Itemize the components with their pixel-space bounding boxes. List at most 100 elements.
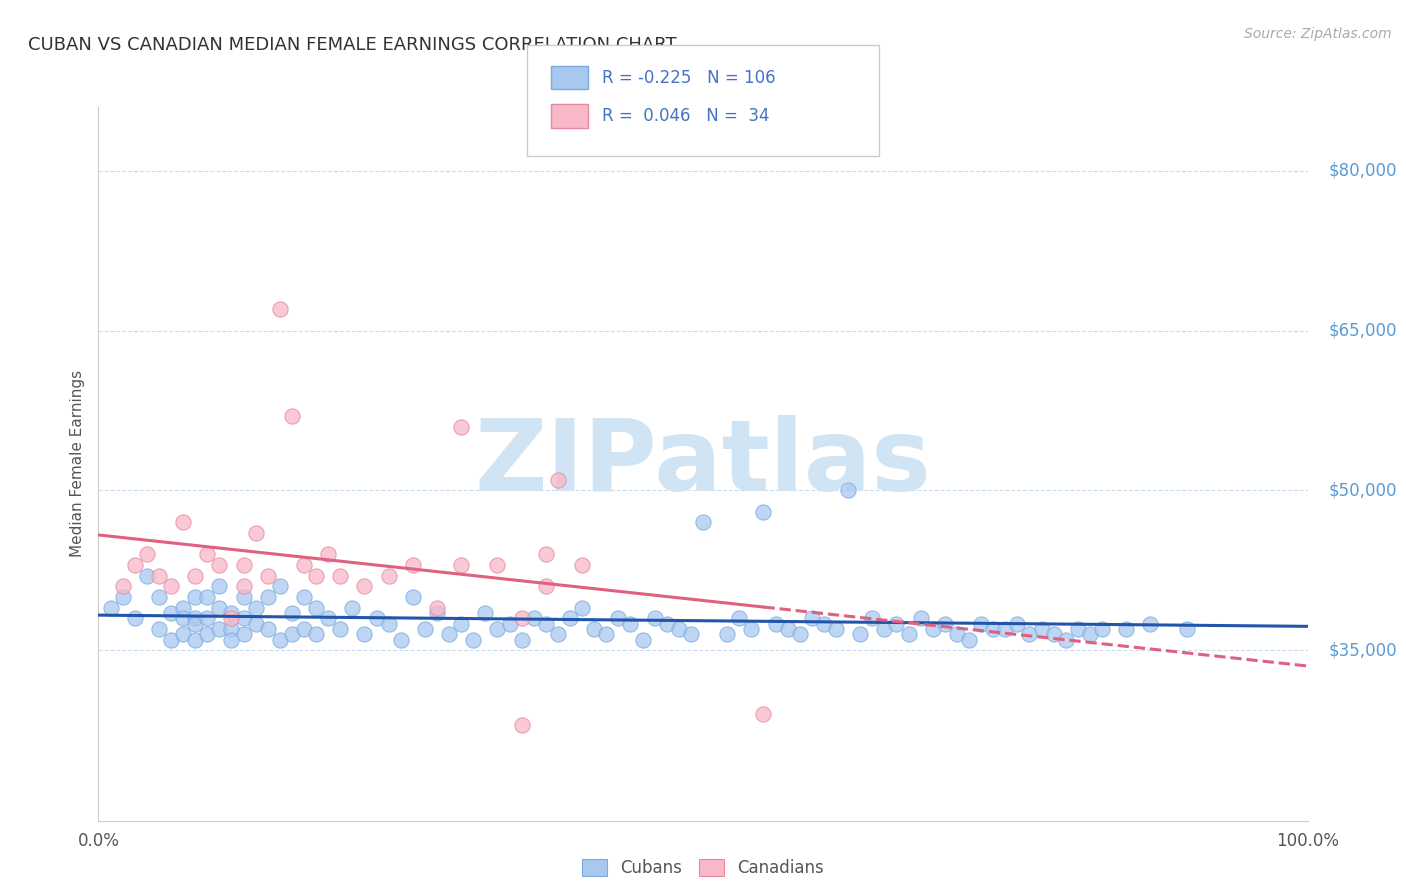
Point bbox=[510, 611, 533, 625]
Point bbox=[595, 627, 617, 641]
Point bbox=[208, 558, 231, 572]
Point bbox=[1078, 627, 1101, 641]
Point bbox=[981, 622, 1004, 636]
Point bbox=[221, 611, 243, 625]
Point bbox=[281, 606, 304, 620]
Point bbox=[281, 627, 304, 641]
Point bbox=[547, 627, 569, 641]
Point bbox=[389, 632, 412, 647]
Point bbox=[184, 590, 207, 604]
Point bbox=[619, 616, 641, 631]
Point bbox=[135, 568, 157, 582]
Point bbox=[644, 611, 666, 625]
Point bbox=[195, 627, 218, 641]
Point bbox=[353, 627, 375, 641]
Point bbox=[921, 622, 943, 636]
Point bbox=[1139, 616, 1161, 631]
Point bbox=[208, 600, 231, 615]
Point bbox=[329, 568, 352, 582]
Point bbox=[1018, 627, 1040, 641]
Point bbox=[292, 622, 315, 636]
Point bbox=[124, 611, 146, 625]
Point bbox=[946, 627, 969, 641]
Point bbox=[195, 590, 218, 604]
Point bbox=[281, 409, 304, 423]
Point bbox=[1007, 616, 1029, 631]
Point bbox=[160, 579, 183, 593]
Point bbox=[437, 627, 460, 641]
Point bbox=[692, 516, 714, 530]
Point bbox=[607, 611, 630, 625]
Point bbox=[994, 622, 1017, 636]
Point bbox=[124, 558, 146, 572]
Point bbox=[510, 718, 533, 732]
Point bbox=[208, 622, 231, 636]
Point bbox=[897, 627, 920, 641]
Point bbox=[752, 707, 775, 722]
Point bbox=[172, 600, 194, 615]
Point bbox=[232, 579, 254, 593]
Point bbox=[232, 627, 254, 641]
Point bbox=[655, 616, 678, 631]
Point bbox=[728, 611, 751, 625]
Point bbox=[305, 568, 328, 582]
Point bbox=[184, 616, 207, 631]
Point bbox=[402, 558, 425, 572]
Point bbox=[1042, 627, 1064, 641]
Point bbox=[523, 611, 546, 625]
Point bbox=[486, 558, 509, 572]
Point bbox=[765, 616, 787, 631]
Point bbox=[631, 632, 654, 647]
Point bbox=[100, 600, 122, 615]
Point bbox=[800, 611, 823, 625]
Point bbox=[245, 616, 267, 631]
Point bbox=[413, 622, 436, 636]
Point bbox=[316, 547, 339, 561]
Point bbox=[886, 616, 908, 631]
Point bbox=[825, 622, 848, 636]
Point bbox=[463, 632, 485, 647]
Point bbox=[353, 579, 375, 593]
Point bbox=[910, 611, 932, 625]
Point bbox=[160, 606, 183, 620]
Text: R = -0.225   N = 106: R = -0.225 N = 106 bbox=[602, 69, 775, 87]
Point bbox=[716, 627, 738, 641]
Text: Source: ZipAtlas.com: Source: ZipAtlas.com bbox=[1244, 27, 1392, 41]
Point bbox=[269, 632, 291, 647]
Point bbox=[316, 611, 339, 625]
Point bbox=[184, 632, 207, 647]
Point bbox=[148, 622, 170, 636]
Point bbox=[329, 622, 352, 636]
Point bbox=[245, 600, 267, 615]
Point bbox=[221, 606, 243, 620]
Point bbox=[1031, 622, 1053, 636]
Point bbox=[1067, 622, 1090, 636]
Point bbox=[172, 627, 194, 641]
Point bbox=[172, 611, 194, 625]
Point bbox=[776, 622, 799, 636]
Point bbox=[221, 622, 243, 636]
Point bbox=[571, 558, 593, 572]
Point bbox=[934, 616, 956, 631]
Point bbox=[668, 622, 690, 636]
Point bbox=[305, 627, 328, 641]
Point bbox=[510, 632, 533, 647]
Text: $35,000: $35,000 bbox=[1329, 641, 1398, 659]
Point bbox=[305, 600, 328, 615]
Point bbox=[111, 579, 134, 593]
Point bbox=[679, 627, 702, 641]
Point bbox=[292, 558, 315, 572]
Text: $50,000: $50,000 bbox=[1329, 482, 1398, 500]
Point bbox=[534, 579, 557, 593]
Point bbox=[269, 302, 291, 317]
Point bbox=[1115, 622, 1137, 636]
Point bbox=[426, 600, 449, 615]
Point bbox=[498, 616, 520, 631]
Text: ZIPatlas: ZIPatlas bbox=[475, 416, 931, 512]
Point bbox=[256, 622, 278, 636]
Point bbox=[534, 616, 557, 631]
Point bbox=[547, 473, 569, 487]
Point bbox=[256, 568, 278, 582]
Point bbox=[849, 627, 872, 641]
Point bbox=[232, 590, 254, 604]
